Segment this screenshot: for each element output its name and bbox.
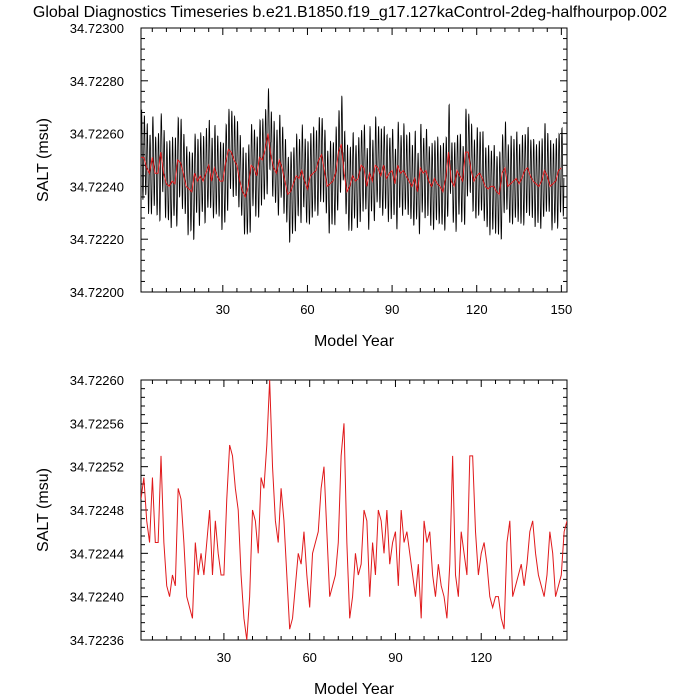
page-title: Global Diagnostics Timeseries b.e21.B185… (32, 4, 668, 21)
y-tick-label: 34.72240 (70, 590, 124, 605)
plot-frame (140, 379, 568, 641)
series-annual-line (141, 133, 562, 199)
y-tick-label: 34.72236 (70, 633, 124, 648)
x-tick-label: 90 (385, 302, 399, 317)
y-tick-label: 34.72220 (70, 232, 124, 247)
y-axis-label: SALT (msu) (35, 118, 52, 202)
series-annual-line (141, 380, 567, 640)
y-tick-label: 34.72260 (70, 373, 124, 388)
x-tick-label: 30 (216, 302, 230, 317)
x-axis-label: Model Year (314, 681, 395, 698)
y-tick-label: 34.72256 (70, 416, 124, 431)
y-tick-label: 34.72240 (70, 179, 124, 194)
x-tick-label: 60 (300, 302, 314, 317)
x-tick-label: 30 (217, 650, 231, 665)
chart-2: 34.72260 34.72256 34.72252 34.72248 34.72244… (35, 373, 568, 698)
x-tick-label: 150 (551, 302, 573, 317)
y-tick-label: 34.72244 (70, 546, 124, 561)
y-axis-label: SALT (msu) (35, 468, 52, 552)
y-tick-label: 34.72300 (70, 21, 124, 36)
y-tick-label: 34.72252 (70, 460, 124, 475)
x-tick-label: 120 (470, 650, 492, 665)
y-tick-label: 34.72280 (70, 74, 124, 89)
x-tick-label: 90 (388, 650, 402, 665)
x-axis-label: Model Year (314, 333, 395, 350)
x-tick-label: 120 (466, 302, 488, 317)
series-monthly-line (141, 88, 565, 243)
plot-frame (140, 27, 568, 293)
chart-1: 34.72300 34.72280 34.72260 34.72240 34.72220… (35, 21, 572, 350)
y-tick-label: 34.72260 (70, 127, 124, 142)
x-tick-label: 60 (302, 650, 316, 665)
y-tick-label: 34.72200 (70, 285, 124, 300)
y-tick-label: 34.72248 (70, 503, 124, 518)
